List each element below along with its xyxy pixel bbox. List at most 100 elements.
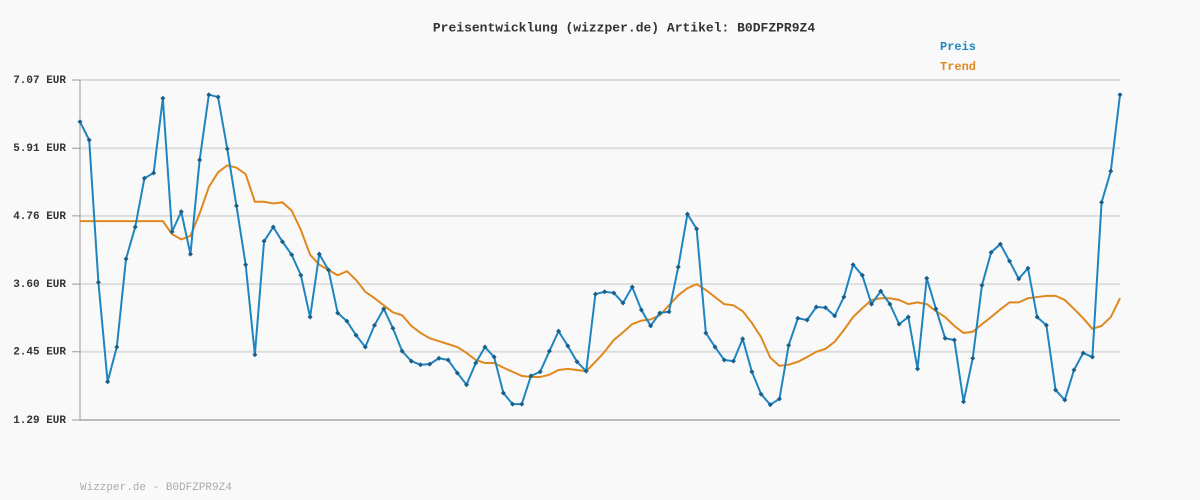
point-marker [418, 362, 424, 368]
point-marker [776, 396, 782, 402]
point-marker [1071, 367, 1077, 373]
point-marker [1099, 199, 1105, 205]
y-tick-label: 4.76 EUR [13, 211, 66, 223]
point-marker [740, 336, 746, 342]
point-marker [924, 275, 930, 281]
point-marker [546, 348, 552, 354]
point-marker [933, 306, 939, 312]
point-marker [77, 119, 83, 125]
y-tick-label: 2.45 EUR [13, 347, 66, 359]
point-marker [141, 175, 147, 181]
point-marker [997, 241, 1003, 247]
point-marker [758, 391, 764, 397]
point-marker [473, 360, 479, 366]
point-marker [684, 211, 690, 217]
point-marker [537, 369, 543, 375]
point-marker [298, 272, 304, 278]
point-marker [703, 330, 709, 336]
point-marker [804, 317, 810, 323]
point-marker [813, 304, 819, 310]
point-marker [942, 335, 948, 341]
point-marker [694, 226, 700, 232]
y-tick-label: 7.07 EUR [13, 75, 66, 87]
legend-entry: Preis [940, 40, 976, 54]
point-marker [574, 359, 580, 365]
point-marker [197, 157, 203, 163]
point-marker [565, 343, 571, 349]
chart-title: Preisentwicklung (wizzper.de) Artikel: B… [433, 20, 815, 35]
point-marker [749, 369, 755, 375]
point-marker [95, 279, 101, 285]
point-marker [381, 306, 387, 312]
point-marker [675, 264, 681, 270]
y-tick-label: 3.60 EUR [13, 279, 66, 291]
point-marker [344, 318, 350, 324]
legend-entry: Trend [940, 60, 976, 74]
point-marker [445, 357, 451, 363]
point-marker [491, 354, 497, 360]
point-marker [648, 323, 654, 329]
point-marker [896, 321, 902, 327]
point-marker [436, 355, 442, 361]
point-marker [289, 252, 295, 258]
point-marker [951, 337, 957, 343]
point-marker [427, 361, 433, 367]
point-marker [86, 137, 92, 143]
point-marker [887, 301, 893, 307]
point-marker [1025, 265, 1031, 271]
point-marker [988, 249, 994, 255]
point-marker [114, 344, 120, 350]
point-marker [611, 290, 617, 296]
point-marker [832, 313, 838, 319]
point-marker [638, 307, 644, 313]
point-marker [730, 358, 736, 364]
point-marker [500, 390, 506, 396]
point-marker [123, 256, 129, 262]
point-marker [325, 267, 331, 273]
point-marker [1117, 92, 1123, 98]
point-marker [822, 305, 828, 311]
point-marker [252, 352, 258, 358]
point-marker [1034, 314, 1040, 320]
point-marker [556, 328, 562, 334]
point-marker [850, 262, 856, 268]
point-marker [408, 358, 414, 364]
point-marker [1043, 322, 1049, 328]
point-marker [961, 399, 967, 405]
point-marker [1062, 397, 1068, 403]
point-marker [362, 344, 368, 350]
point-marker [721, 357, 727, 363]
point-marker [178, 209, 184, 215]
point-marker [602, 289, 608, 295]
point-marker [132, 224, 138, 230]
point-marker [316, 251, 322, 257]
point-marker [399, 348, 405, 354]
point-marker [335, 310, 341, 316]
point-marker [279, 239, 285, 245]
point-marker [859, 272, 865, 278]
point-marker [390, 325, 396, 331]
point-marker [187, 251, 193, 257]
point-marker [767, 402, 773, 408]
point-marker [583, 368, 589, 374]
point-marker [510, 401, 516, 407]
point-marker [261, 238, 267, 244]
point-marker [169, 229, 175, 235]
point-marker [657, 310, 663, 316]
point-marker [620, 300, 626, 306]
point-marker [1108, 168, 1114, 174]
point-marker [519, 401, 525, 407]
point-marker [841, 294, 847, 300]
point-marker [915, 366, 921, 372]
point-marker [795, 315, 801, 321]
point-marker [224, 146, 230, 152]
y-tick-label: 1.29 EUR [13, 415, 66, 427]
point-marker [712, 344, 718, 350]
point-marker [215, 94, 221, 100]
point-marker [592, 291, 598, 297]
y-tick-label: 5.91 EUR [13, 143, 66, 155]
point-marker [1089, 354, 1095, 360]
point-marker [233, 203, 239, 209]
